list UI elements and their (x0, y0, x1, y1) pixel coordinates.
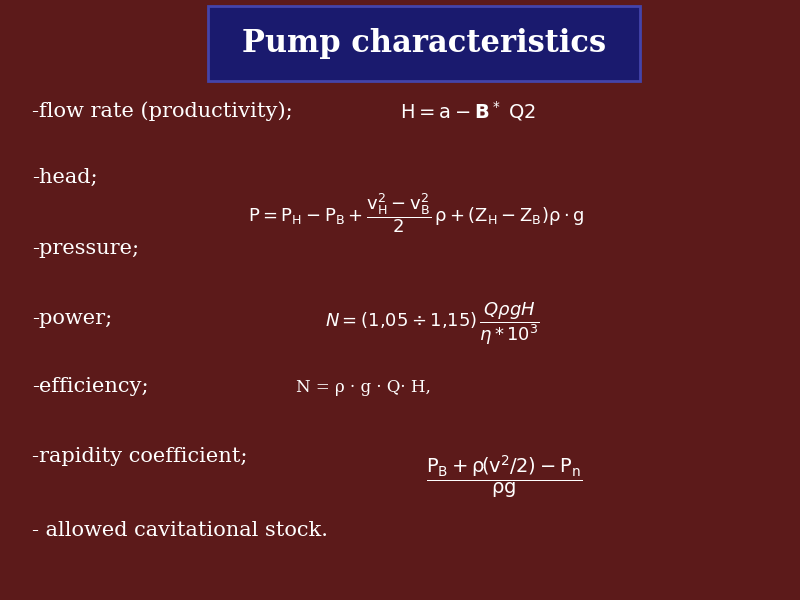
Text: N = ρ · g · Q· H,: N = ρ · g · Q· H, (296, 379, 431, 395)
Text: -pressure;: -pressure; (32, 239, 139, 259)
FancyBboxPatch shape (208, 6, 640, 81)
Text: - allowed cavitational stock.: - allowed cavitational stock. (32, 521, 328, 541)
Text: -head;: -head; (32, 167, 98, 187)
Text: -power;: -power; (32, 308, 112, 328)
Text: $\mathrm{H = a - \mathsf{\mathbf{B}}^* \ Q2}$: $\mathrm{H = a - \mathsf{\mathbf{B}}^* \… (400, 99, 536, 123)
Text: $\mathrm{P = P_H - P_B + \dfrac{v_H^2 - v_B^2}{2}\,\rho + \left(Z_H - Z_B\right): $\mathrm{P = P_H - P_B + \dfrac{v_H^2 - … (248, 191, 584, 235)
Text: $\mathit{N = (1{,}05 \div 1{,}15)\,\dfrac{Q\rho g H}{\eta \,{*}\, 10^3}}$: $\mathit{N = (1{,}05 \div 1{,}15)\,\dfra… (325, 301, 539, 347)
Text: -rapidity coefficient;: -rapidity coefficient; (32, 446, 247, 466)
Text: Pump characteristics: Pump characteristics (242, 28, 606, 59)
Text: $\mathrm{\dfrac{P_B + \rho\!\left(v^2/2\right) - P_n}{\rho g}}$: $\mathrm{\dfrac{P_B + \rho\!\left(v^2/2\… (426, 454, 582, 500)
Text: -flow rate (productivity);: -flow rate (productivity); (32, 101, 293, 121)
Text: -efficiency;: -efficiency; (32, 377, 149, 397)
